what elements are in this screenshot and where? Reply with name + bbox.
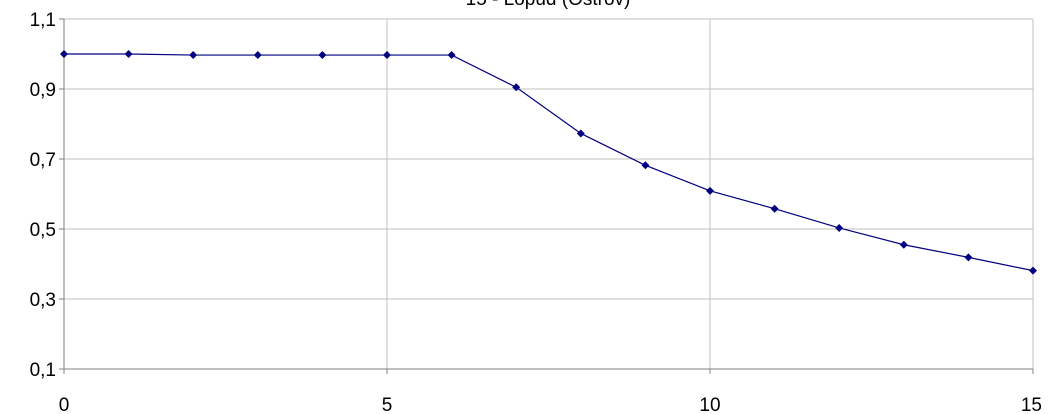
data-point: [124, 50, 133, 58]
data-point: [318, 51, 327, 60]
grid-layer: [63, 18, 1034, 370]
data-point: [253, 51, 262, 60]
series-layer: [60, 50, 1037, 275]
data-point: [641, 161, 650, 170]
data-point: [60, 50, 68, 58]
data-point: [189, 51, 198, 60]
x-tick-label: 10: [699, 395, 720, 414]
title-layer: 15 - Lopud (Ostrov): [466, 0, 631, 10]
y-tick-label: 1,1: [30, 10, 56, 31]
series-line: [64, 53, 1034, 272]
data-point: [512, 83, 521, 92]
data-point: [835, 223, 844, 232]
chart-title: 15 - Lopud (Ostrov): [466, 0, 631, 10]
y-tick-label: 0,9: [30, 80, 56, 101]
data-point: [706, 186, 714, 195]
data-point: [964, 253, 973, 262]
data-point: [770, 204, 779, 213]
data-point: [899, 240, 908, 249]
y-tick-label: 0,7: [30, 150, 56, 171]
data-point: [576, 129, 585, 138]
x-tick-label: 15: [1021, 395, 1042, 414]
axis-layer: [59, 18, 1034, 374]
data-point: [1029, 266, 1037, 275]
data-point: [383, 51, 391, 60]
data-point: [447, 51, 456, 60]
y-tick-label: 0,3: [30, 290, 56, 311]
x-tick-label: 0: [59, 395, 70, 414]
tick-label-layer: 0,1 0,3 0,5 0,7 0,9 1,1 0 5 10 15: [30, 10, 1042, 414]
x-tick-label: 5: [382, 395, 393, 414]
y-tick-label: 0,1: [30, 360, 56, 381]
y-tick-label: 0,5: [30, 220, 56, 241]
